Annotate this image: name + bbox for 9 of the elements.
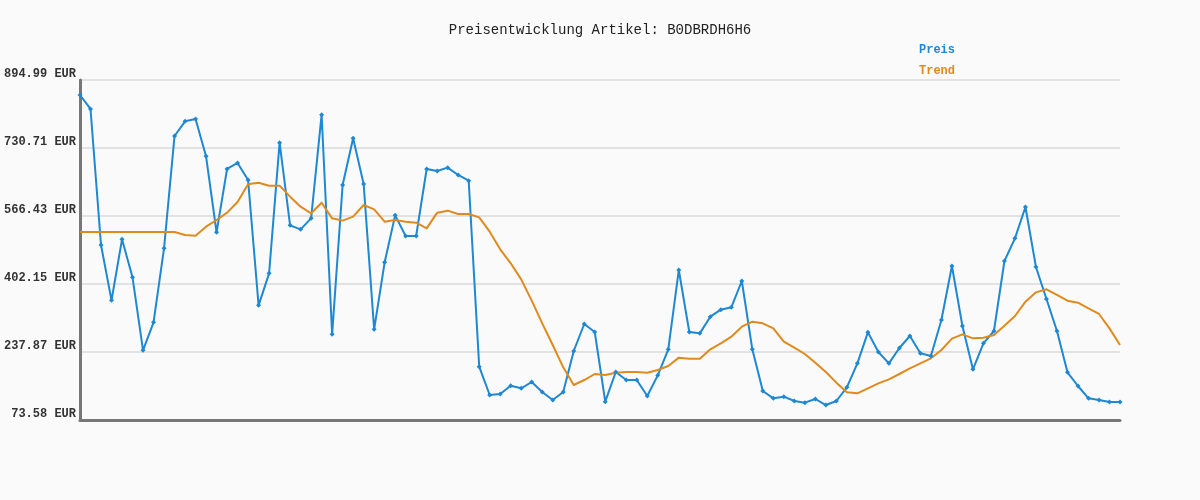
chart-title: Preisentwicklung Artikel: B0DBRDH6H6 — [448, 22, 752, 38]
text: Preis — [918, 43, 956, 57]
y-tick-label: 237.87 EUR — [3, 339, 77, 353]
y-tick-label: 402.15 EUR — [3, 271, 77, 285]
y-tick-label: 894.99 EUR — [3, 67, 77, 81]
y-tick-label: 730.71 EUR — [3, 135, 77, 149]
y-tick-label: 566.43 EUR — [3, 203, 77, 217]
y-tick-label: 73.58 EUR — [11, 407, 77, 421]
text: Trend — [918, 64, 956, 78]
